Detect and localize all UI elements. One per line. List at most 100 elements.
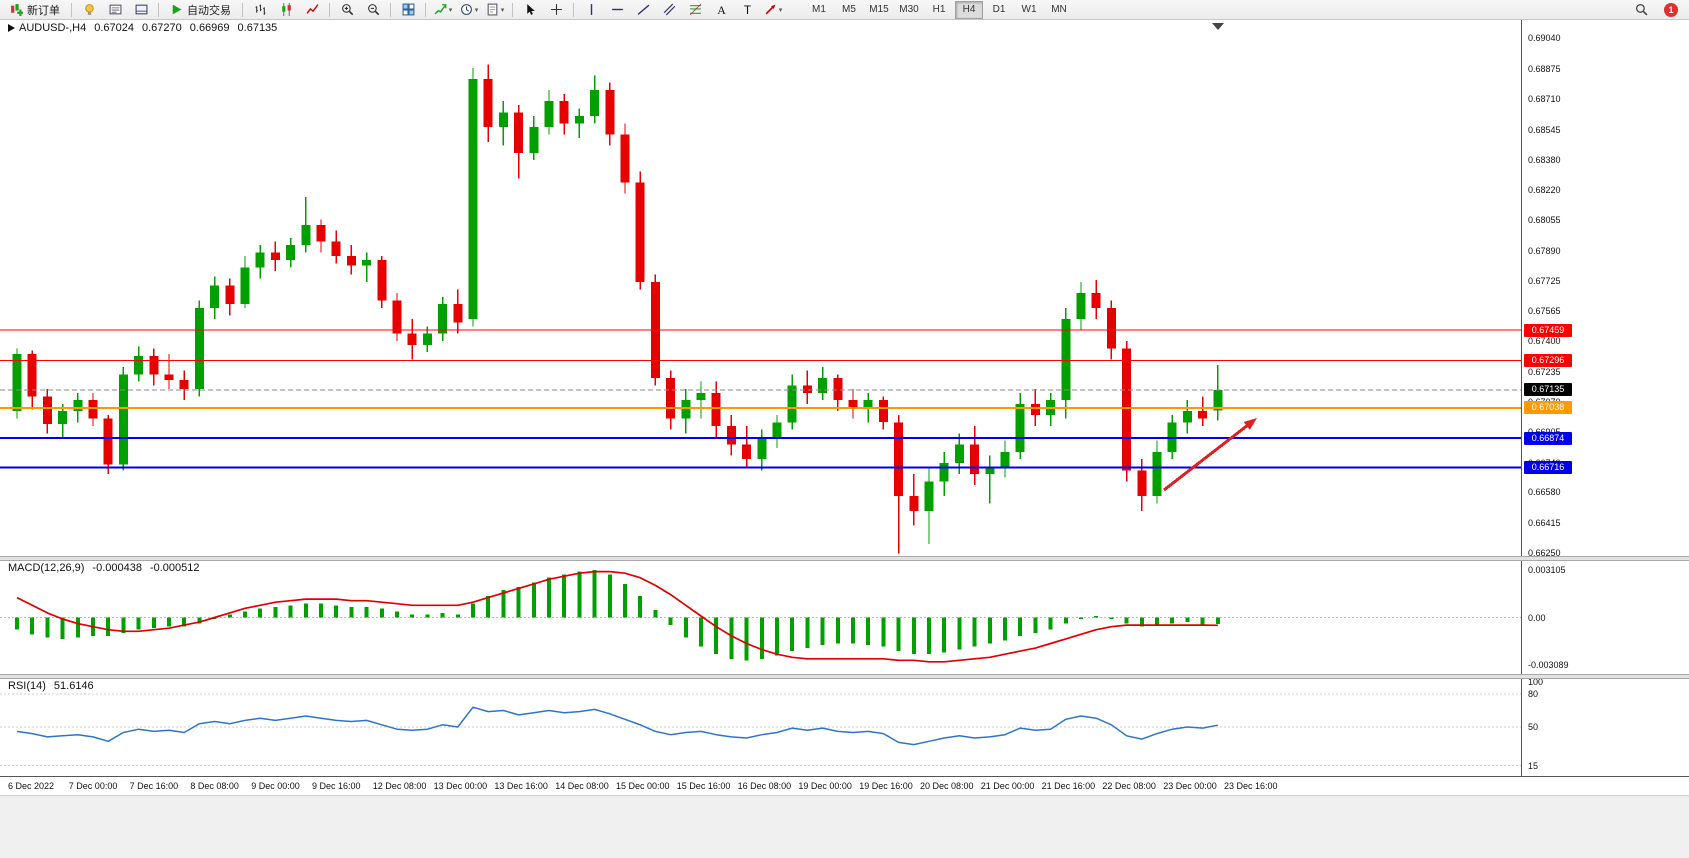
macd-histogram-bar	[15, 617, 19, 630]
timeframe-mn-button[interactable]: MN	[1051, 4, 1067, 15]
autotrading-button[interactable]: 自动交易	[163, 0, 238, 20]
indicator-icon	[434, 3, 447, 16]
candle	[909, 474, 919, 526]
macd-histogram-bar	[987, 617, 992, 644]
channel-button[interactable]	[656, 0, 682, 20]
horizontal-line-button[interactable]	[604, 0, 630, 20]
candle	[58, 403, 68, 438]
candle	[179, 370, 189, 401]
text-button[interactable]: A	[708, 0, 734, 20]
macd-canvas[interactable]	[0, 560, 1521, 675]
time-axis-label: 12 Dec 08:00	[372, 781, 427, 791]
cursor-icon	[524, 3, 537, 16]
macd-histogram-bar	[957, 617, 962, 650]
trendline-button[interactable]	[630, 0, 656, 20]
panel-splitter[interactable]	[0, 674, 1689, 679]
time-axis-label: 13 Dec 16:00	[494, 781, 548, 791]
candle	[210, 276, 220, 319]
price-chart-canvas[interactable]	[0, 20, 1521, 557]
macd-histogram-bar	[410, 614, 415, 618]
trend-icon	[637, 3, 650, 16]
crosshair-icon	[550, 3, 563, 16]
crosshair-button[interactable]	[543, 0, 569, 20]
new-order-button[interactable]: 新订单	[3, 0, 67, 20]
line-chart-button[interactable]	[299, 0, 325, 20]
fibonacci-button[interactable]	[682, 0, 708, 20]
candle	[620, 123, 630, 194]
price-chart-panel: AUDUSD-,H4 0.67024 0.67270 0.66969 0.67135	[0, 20, 1521, 557]
macd-histogram-bar	[151, 617, 156, 629]
candle	[1182, 400, 1192, 434]
tile-windows-button[interactable]	[395, 0, 421, 20]
up-trend-arrow[interactable]	[1163, 418, 1257, 492]
zoom-out-button[interactable]	[360, 0, 386, 20]
timeframe-m1-button[interactable]: M1	[812, 4, 826, 15]
timeframe-w1-button[interactable]: W1	[1021, 4, 1037, 15]
candle	[711, 381, 721, 438]
timeframe-m15-button[interactable]: M15	[869, 4, 889, 15]
price-scale-tick: 0.67235	[1528, 366, 1561, 377]
periods-button[interactable]: ▾	[456, 0, 482, 20]
candle	[331, 230, 341, 264]
market-watch-button[interactable]	[102, 0, 128, 20]
notification-badge[interactable]: 1	[1664, 2, 1678, 17]
candle	[818, 366, 828, 401]
play-icon	[170, 3, 183, 16]
channel-icon	[663, 3, 676, 16]
low-value: 0.66969	[189, 22, 230, 34]
arrows-button[interactable]: ▾	[760, 0, 786, 20]
candle	[1076, 282, 1086, 330]
macd-histogram-bar	[820, 617, 825, 645]
price-scale[interactable]: 0.69040 0.68875 0.68710 0.68545 0.68380 0.682…	[1521, 20, 1689, 776]
metaeditor-button[interactable]	[76, 0, 102, 20]
macd-header: MACD(12,26,9) -0.000438 -0.000512	[8, 562, 200, 574]
bar-chart-button[interactable]	[247, 0, 273, 20]
macd-histogram-bar	[75, 617, 80, 638]
candle	[270, 241, 280, 271]
macd-histogram-bar	[197, 617, 202, 624]
timeframe-d1-button[interactable]: D1	[992, 4, 1006, 15]
one-click-trading-arrow[interactable]	[8, 24, 15, 33]
candlestick-chart-button[interactable]	[273, 0, 299, 20]
macd-histogram-bar	[303, 603, 308, 618]
indicators-button[interactable]: ▾	[430, 0, 456, 20]
candle	[316, 219, 326, 253]
candle	[346, 245, 356, 275]
toolbar-separator	[390, 2, 391, 17]
candle	[924, 466, 934, 545]
rsi-canvas[interactable]	[0, 678, 1521, 776]
macd-histogram-bar	[699, 617, 703, 647]
templates-button[interactable]: ▾	[482, 0, 508, 20]
search-button[interactable]	[1628, 0, 1654, 20]
macd-histogram-bar	[1185, 617, 1190, 623]
panel-splitter[interactable]	[0, 556, 1689, 561]
candle	[1091, 280, 1101, 319]
timeframe-h1-button[interactable]: H1	[932, 4, 946, 15]
timeframe-m5-button[interactable]: M5	[842, 4, 856, 15]
zoom-in-button[interactable]	[334, 0, 360, 20]
chart-shift-marker[interactable]	[1212, 23, 1224, 30]
macd-histogram-bar	[1139, 617, 1144, 627]
candle	[1213, 365, 1223, 421]
grid-icon	[402, 3, 415, 16]
time-axis[interactable]: 6 Dec 2022 7 Dec 00:00 7 Dec 16:00 8 Dec 08…	[0, 776, 1689, 795]
vertical-line-button[interactable]	[578, 0, 604, 20]
time-axis-label: 20 Dec 08:00	[920, 781, 974, 791]
candle	[514, 104, 524, 179]
time-axis-label: 9 Dec 00:00	[251, 781, 300, 791]
macd-histogram-bar	[881, 617, 886, 647]
pivot-line-orange-price-tag: 0.67038	[1524, 401, 1572, 415]
macd-histogram-bar	[1079, 617, 1083, 619]
new-order-icon	[10, 3, 23, 16]
candles-icon	[280, 3, 293, 16]
candle	[194, 300, 204, 397]
candle	[666, 370, 676, 430]
cursor-button[interactable]	[517, 0, 543, 20]
label-button[interactable]: T	[734, 0, 760, 20]
candle	[149, 348, 159, 386]
timeframe-h4-button[interactable]: H4	[955, 0, 983, 19]
timeframe-m30-button[interactable]: M30	[899, 4, 919, 15]
price-scale-tick: 0.66250	[1528, 548, 1561, 559]
time-axis-label: 6 Dec 2022	[8, 781, 55, 791]
terminal-button[interactable]	[128, 0, 154, 20]
